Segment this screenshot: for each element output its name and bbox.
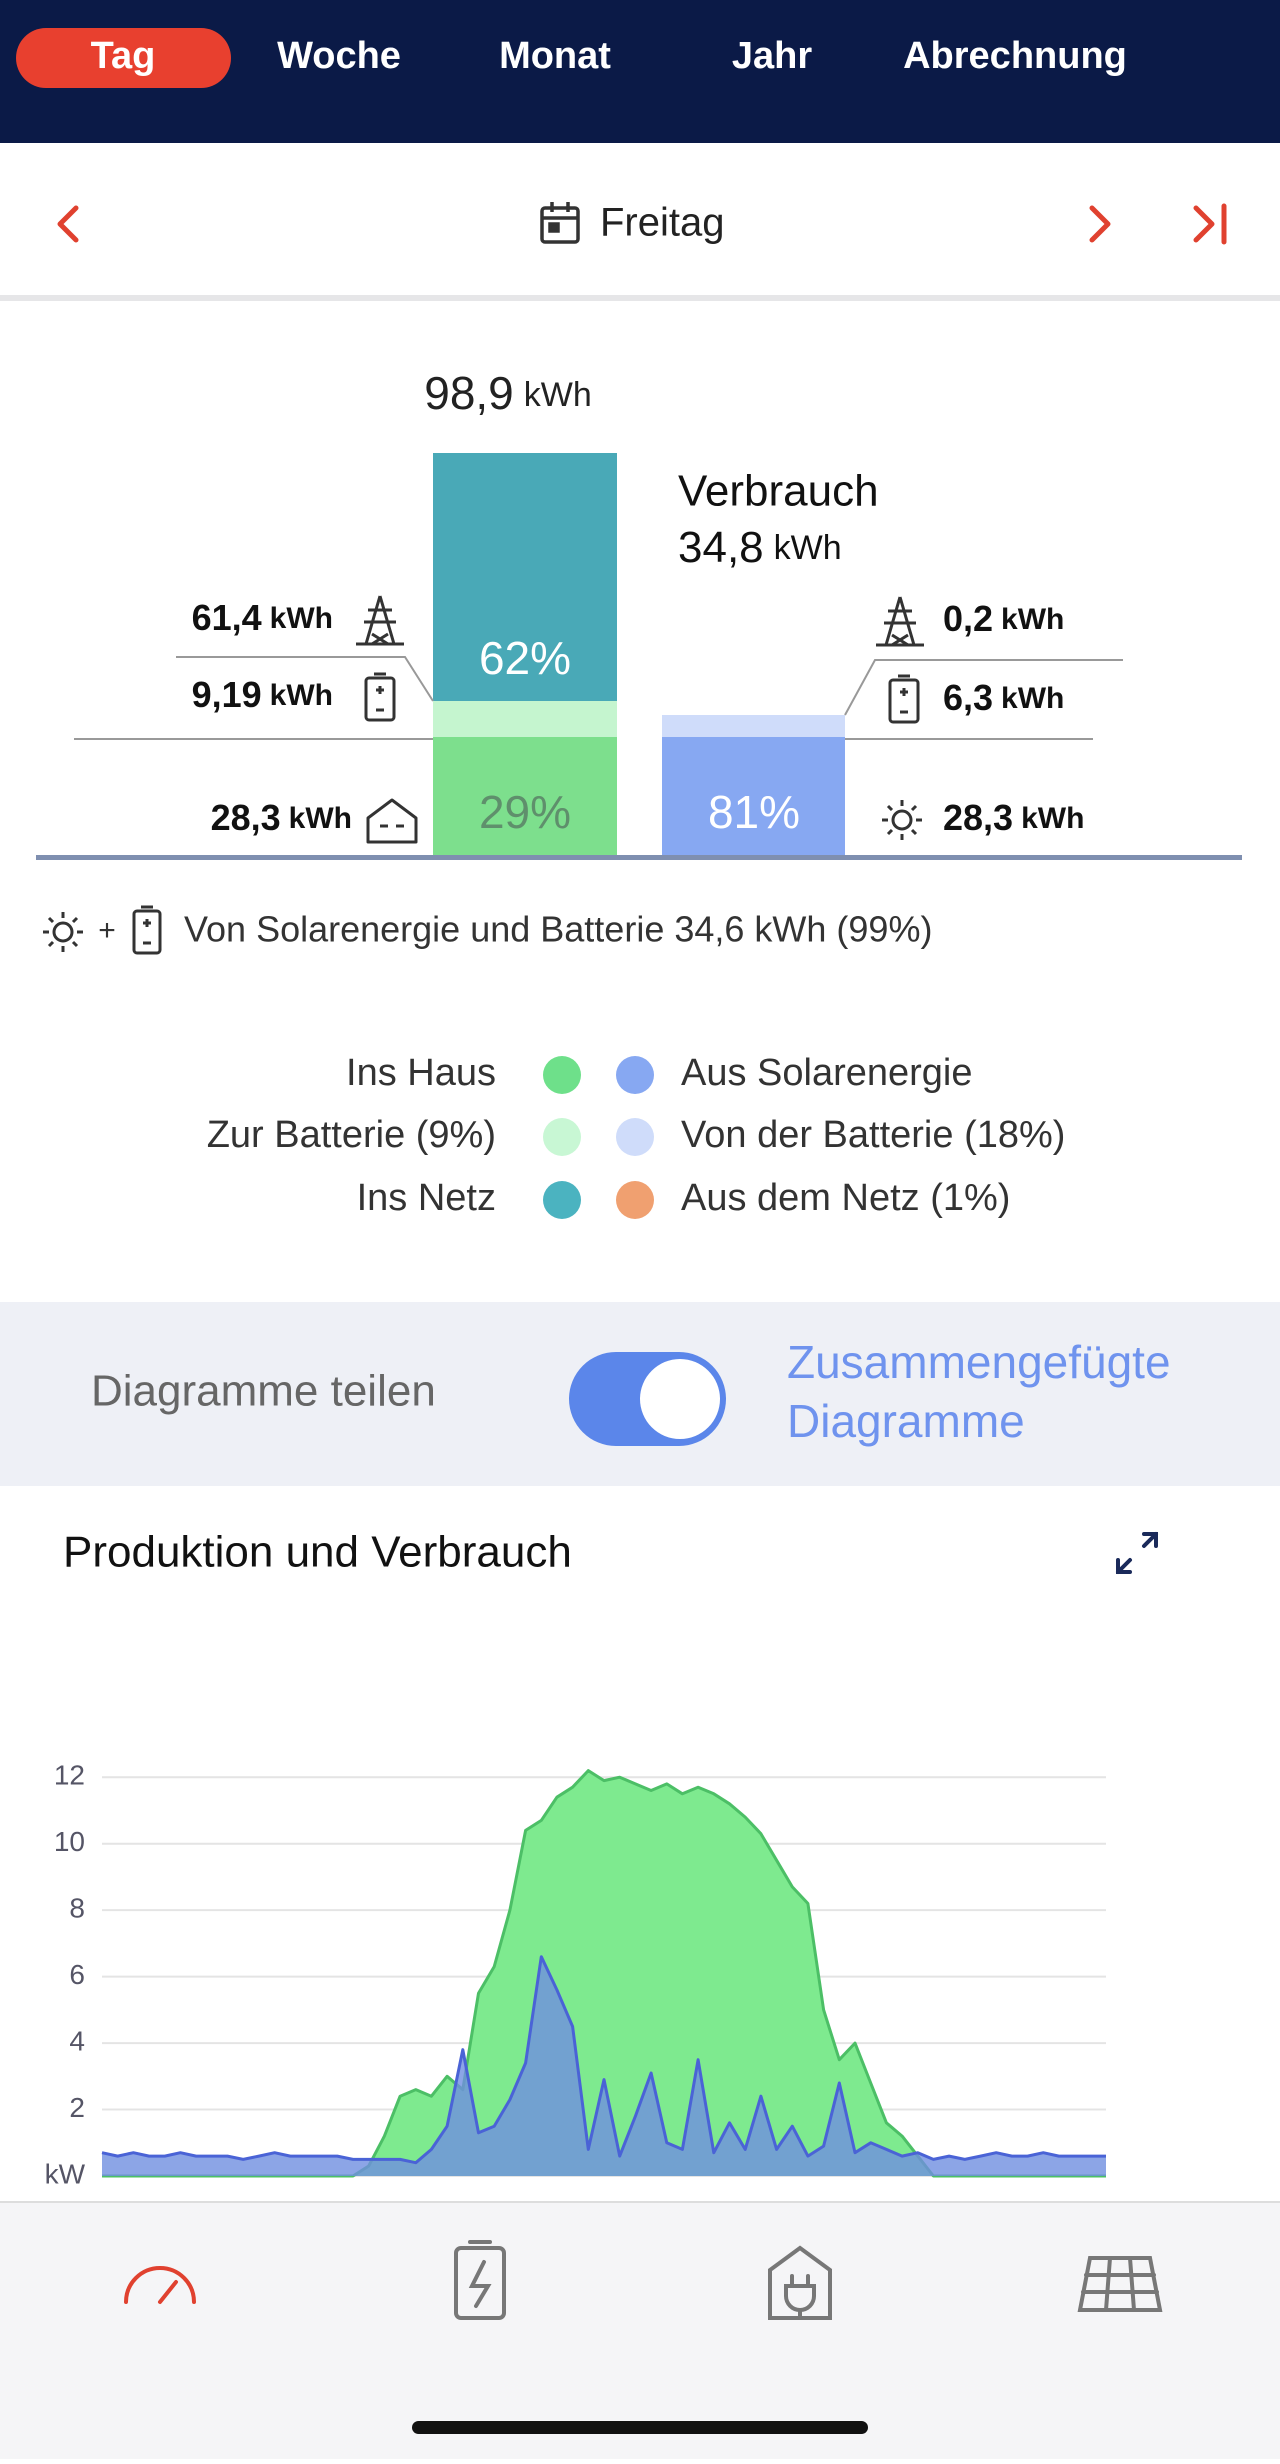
to-grid-label: 61,4 kWh: [192, 597, 333, 638]
legend-label: Aus dem Netz (1%): [681, 1177, 1010, 1219]
y-tick-label: kW: [45, 2158, 86, 2189]
bar-from-solar: [662, 737, 845, 856]
y-tick-label: 8: [69, 1893, 85, 1924]
baseline: [36, 855, 1242, 860]
dashboard-tab-icon[interactable]: [124, 2266, 196, 2304]
toggle-right-label: Zusammengefügte: [787, 1336, 1171, 1388]
connector-lines: [74, 656, 1123, 740]
legend-dot: [616, 1118, 654, 1156]
solar-tab-icon[interactable]: [1077, 2256, 1163, 2312]
tab[interactable]: Abrechnung: [903, 35, 1127, 77]
to-house-label: 28,3 kWh: [211, 797, 352, 838]
legend-label: Ins Haus: [346, 1052, 496, 1094]
legend-dot: [543, 1118, 581, 1156]
area-line: [101, 1955, 1106, 2165]
tab[interactable]: Jahr: [732, 35, 812, 77]
tab[interactable]: Tag: [91, 35, 156, 77]
chart: kW 2 4 6 8 10 12: [45, 1760, 1106, 2189]
home-indicator: [412, 2421, 868, 2434]
legend-label: Aus Solarenergie: [681, 1052, 973, 1094]
bar-from-battery: [662, 715, 845, 737]
y-tick-label: 6: [69, 1959, 85, 1990]
tab[interactable]: Monat: [499, 35, 611, 77]
to-battery-label: 9,19 kWh: [192, 674, 333, 715]
tab[interactable]: Woche: [277, 35, 401, 77]
legend-dot: [543, 1056, 581, 1094]
battery-tab-icon[interactable]: [454, 2240, 506, 2320]
tab-bar-border: [0, 2201, 1280, 2203]
toggle-knob: [640, 1359, 720, 1439]
legend-label: Ins Netz: [357, 1177, 496, 1219]
toggle-right-label: Diagramme: [787, 1395, 1025, 1447]
toggle-left-label: Diagramme teilen: [91, 1367, 436, 1416]
active-tab-pill[interactable]: [16, 28, 231, 88]
legend-dot: [543, 1181, 581, 1219]
from-battery-label: 6,3 kWh: [943, 677, 1064, 718]
from-solar-label: 28,3 kWh: [943, 797, 1084, 838]
pct-grid: 62%: [479, 632, 571, 684]
legend-dot: [616, 1056, 654, 1094]
consumer-tab-icon[interactable]: [768, 2245, 832, 2320]
bar-house: [433, 737, 617, 856]
bar-battery: [433, 701, 617, 737]
sun-icon: [882, 800, 922, 840]
sun-icon: [43, 912, 83, 952]
next-arrow[interactable]: [1089, 205, 1111, 243]
date-label[interactable]: Freitag: [600, 201, 725, 245]
prev-arrow[interactable]: [57, 205, 79, 243]
area: [102, 1770, 1106, 2176]
house-icon: [366, 798, 418, 844]
battery-icon: [132, 905, 162, 955]
divider: [0, 295, 1280, 301]
area: [102, 1956, 1106, 2176]
y-tick-label: 4: [69, 2025, 85, 2056]
plus: +: [98, 914, 116, 947]
legend-label: Von der Batterie (18%): [681, 1114, 1065, 1156]
production-total: 98,9 kWh: [424, 367, 592, 419]
last-arrow[interactable]: [1193, 203, 1227, 245]
calendar-icon: [540, 202, 580, 244]
from-grid-label: 0,2 kWh: [943, 598, 1064, 639]
expand-icon[interactable]: [1116, 1532, 1158, 1574]
chart-title: Produktion und Verbrauch: [63, 1528, 572, 1577]
legend-label: Zur Batterie (9%): [207, 1114, 496, 1156]
consumption-total: 34,8 kWh: [678, 523, 842, 572]
legend-dot: [616, 1181, 654, 1219]
self-supply-text: Von Solarenergie und Batterie 34,6 kWh (…: [184, 909, 932, 950]
battery-icon: [364, 672, 396, 722]
y-tick-label: 10: [54, 1826, 85, 1857]
tower-icon: [356, 595, 404, 646]
pct-house: 29%: [479, 786, 571, 838]
battery-icon: [888, 674, 920, 724]
tab-bar: [0, 2201, 1280, 2459]
y-tick-label: 2: [69, 2092, 85, 2123]
y-tick-label: 12: [54, 1760, 85, 1791]
bar-grid: [433, 453, 617, 701]
tower-icon: [876, 596, 924, 647]
consumption-title: Verbrauch: [678, 467, 879, 516]
pct-solar: 81%: [708, 786, 800, 838]
